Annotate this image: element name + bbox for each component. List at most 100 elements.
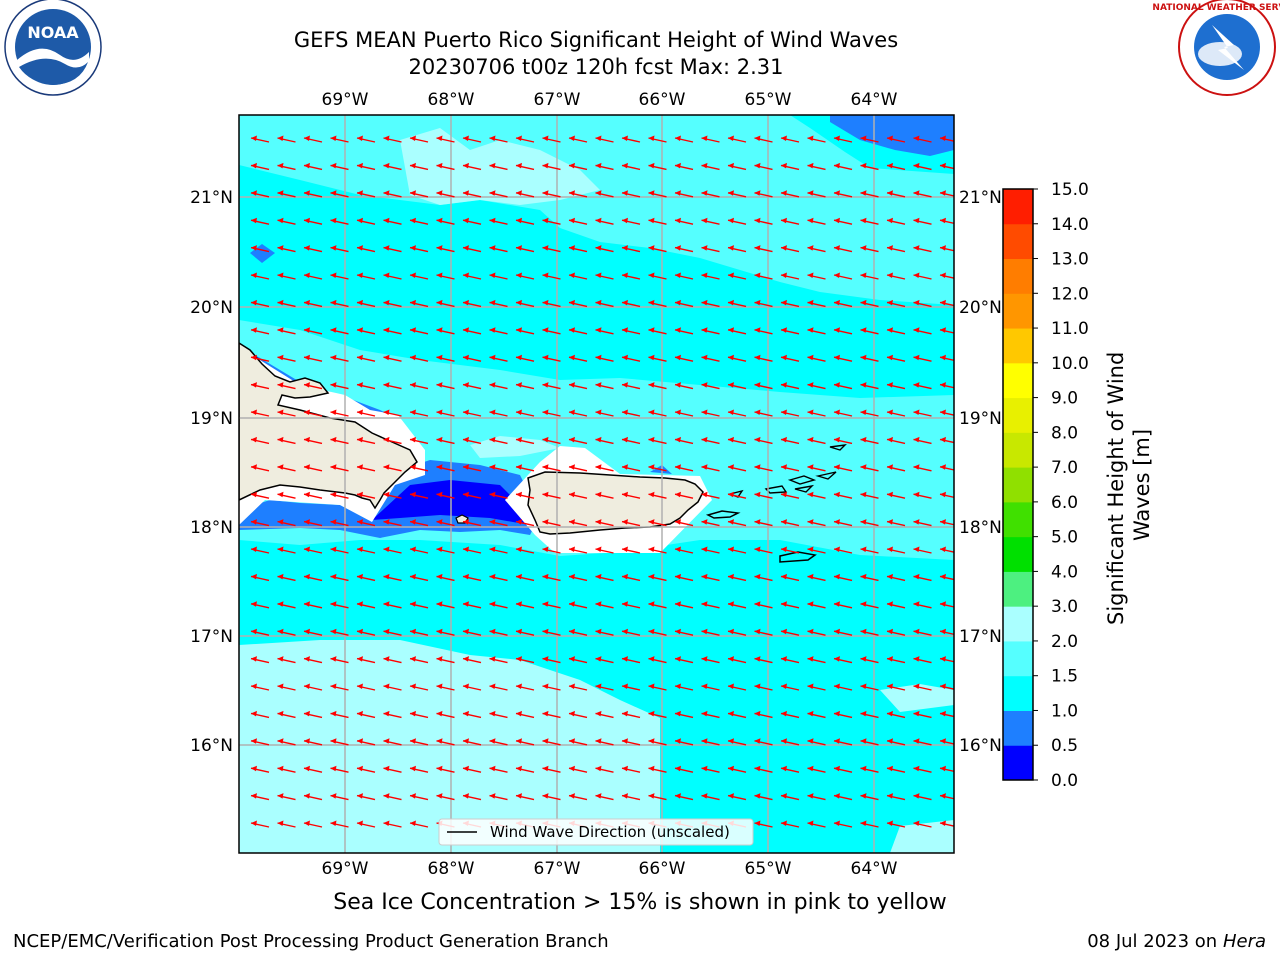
wave-vector-arrow	[277, 299, 296, 308]
wave-vector-arrow	[807, 217, 826, 225]
noaa-logo: NOAA	[4, 0, 102, 96]
colorbar-segment	[1003, 606, 1033, 642]
wave-vector-arrow	[250, 354, 270, 362]
wave-vector-arrow	[330, 765, 349, 773]
wave-vector-arrow	[754, 656, 773, 664]
wave-vector-arrow	[595, 519, 614, 527]
wave-vector-arrow	[250, 409, 270, 417]
wave-field-2-3m-southeast	[880, 684, 954, 712]
wave-vector-arrow	[409, 820, 429, 828]
wave-vector-arrow	[939, 464, 954, 471]
wave-vector-arrow	[277, 738, 296, 746]
footer-host: Hera	[1222, 931, 1266, 952]
wave-vector-arrow	[277, 409, 296, 417]
wave-vector-arrow	[780, 464, 800, 472]
wave-vector-arrow	[436, 656, 455, 664]
wave-vector-arrow	[807, 491, 826, 499]
wave-vector-arrow	[303, 793, 323, 801]
wave-vector-arrow	[515, 546, 535, 554]
wave-vector-arrow	[330, 190, 349, 198]
wave-vector-arrow	[303, 738, 323, 746]
wave-vector-arrow	[727, 245, 747, 253]
wave-vector-arrow	[833, 491, 853, 499]
wave-vector-arrow	[727, 738, 747, 746]
wave-vector-arrow	[568, 217, 588, 225]
wave-vector-arrow	[621, 738, 641, 746]
wave-vector-arrow	[515, 573, 535, 582]
wave-vector-arrow	[727, 354, 747, 362]
wave-vector-arrow	[409, 190, 429, 198]
wave-vector-arrow	[250, 683, 270, 691]
lat-label-left: 16°N	[190, 736, 233, 756]
wave-vector-arrow	[648, 710, 667, 719]
nws-logo-text: NATIONAL WEATHER SERVICE	[1152, 3, 1280, 13]
wave-vector-arrow	[409, 710, 429, 719]
wave-vector-arrow	[542, 464, 561, 472]
legend-label: Wind Wave Direction (unscaled)	[490, 823, 730, 841]
wave-vector-arrow	[409, 272, 429, 280]
wave-vector-arrow	[303, 546, 323, 554]
wave-vector-arrow	[833, 546, 853, 554]
wave-vector-arrow	[489, 299, 508, 308]
wave-vector-arrow	[913, 135, 932, 143]
wave-vector-arrow	[462, 683, 482, 691]
wave-vector-arrow	[383, 299, 402, 308]
wave-vector-arrow	[727, 299, 747, 308]
wave-vector-arrow	[515, 765, 535, 773]
wave-vector-arrow	[489, 272, 508, 280]
wave-vector-arrow	[515, 409, 535, 417]
wave-vector-arrow	[621, 272, 641, 280]
wave-vector-arrow	[886, 683, 906, 691]
wave-vector-arrow	[595, 409, 614, 417]
wave-vector-arrow	[833, 382, 853, 390]
wave-vector-arrow	[383, 628, 402, 636]
wave-vector-arrow	[860, 162, 879, 171]
wave-vector-arrow	[568, 436, 588, 445]
wave-vector-arrow	[436, 573, 455, 582]
wave-vector-arrow	[913, 519, 932, 527]
wave-vector-arrow	[489, 354, 508, 362]
wave-vector-arrow	[807, 162, 826, 171]
wave-vector-arrow	[939, 546, 954, 553]
map-frame	[238, 114, 955, 854]
wave-vector-arrow	[886, 299, 906, 308]
wave-vector-arrow	[674, 409, 694, 417]
wave-vector-arrow	[436, 628, 455, 636]
wave-vector-arrow	[436, 436, 455, 445]
wave-vector-arrow	[754, 738, 773, 746]
noaa-logo-text: NOAA	[27, 23, 79, 42]
wave-vector-arrow	[383, 190, 402, 198]
wave-vector-arrow	[701, 601, 720, 609]
wave-vector-arrow	[913, 272, 932, 280]
wave-vector-arrow	[807, 793, 826, 801]
wave-vector-arrow	[807, 190, 826, 198]
wave-vector-arrow	[303, 135, 323, 143]
wave-vector-arrow	[356, 820, 376, 828]
wave-vector-arrow	[462, 162, 482, 171]
wave-vector-arrow	[674, 683, 694, 691]
wave-vector-arrow	[330, 354, 349, 362]
land-virgin-islands	[727, 444, 847, 498]
colorbar-tick-label: 7.0	[1051, 458, 1078, 478]
wave-vector-arrow	[277, 793, 296, 801]
wave-vector-arrow	[330, 217, 349, 225]
wave-vector-arrow	[542, 272, 561, 280]
lat-label-right: 17°N	[959, 627, 1002, 647]
wave-vector-arrow	[595, 628, 614, 636]
wave-vector-arrow	[356, 573, 376, 582]
wave-vector-arrow	[648, 491, 667, 499]
wave-vector-arrow	[356, 491, 376, 499]
wave-vector-arrow	[383, 573, 402, 582]
wave-vector-arrow	[727, 436, 747, 445]
wave-vector-arrow	[913, 436, 932, 445]
wave-vector-arrow	[277, 628, 296, 636]
wave-vector-arrow	[250, 272, 270, 280]
wave-vector-arrow	[356, 245, 376, 253]
wave-vector-arrow	[754, 327, 773, 335]
wave-vector-arrow	[674, 519, 694, 527]
wave-vector-arrow	[886, 272, 906, 280]
wave-vector-arrow	[595, 765, 614, 773]
wave-vector-arrow	[277, 491, 296, 499]
wave-vector-arrow	[277, 683, 296, 691]
wave-vector-arrow	[727, 162, 747, 171]
